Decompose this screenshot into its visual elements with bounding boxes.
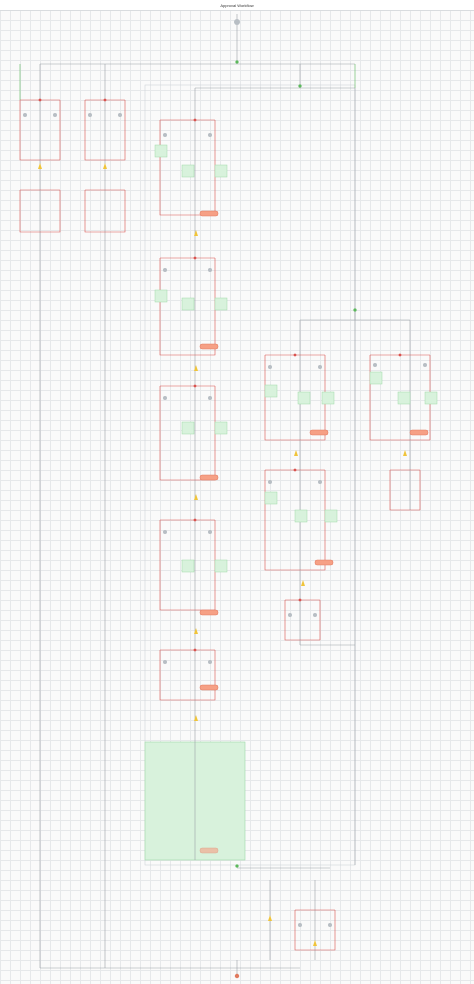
action-nodes[interactable]: [199, 210, 429, 854]
end-icons: [38, 163, 407, 946]
connectors: [39, 14, 411, 975]
header: Approval Workflow: [0, 0, 474, 11]
branch-nodes[interactable]: [38, 60, 402, 979]
approver-icons[interactable]: [23, 19, 427, 927]
page-title: Approval Workflow: [220, 2, 254, 8]
approval-groups[interactable]: [154, 144, 438, 573]
approve-paths: [19, 64, 356, 100]
